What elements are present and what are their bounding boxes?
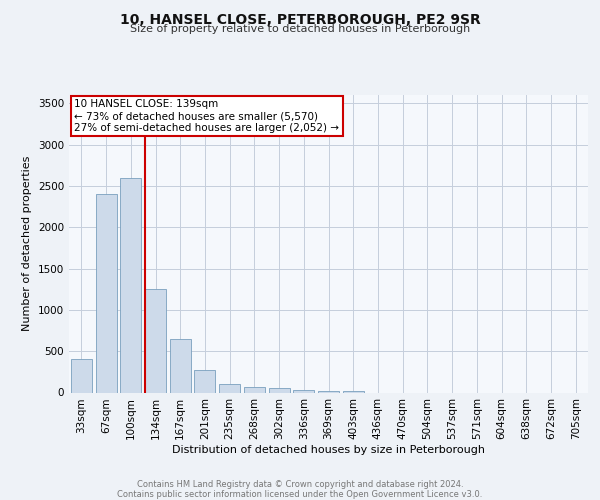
Y-axis label: Number of detached properties: Number of detached properties xyxy=(22,156,32,332)
X-axis label: Distribution of detached houses by size in Peterborough: Distribution of detached houses by size … xyxy=(172,445,485,455)
Bar xyxy=(71,360,92,392)
Bar xyxy=(269,388,290,392)
Text: 10, HANSEL CLOSE, PETERBOROUGH, PE2 9SR: 10, HANSEL CLOSE, PETERBOROUGH, PE2 9SR xyxy=(119,12,481,26)
Text: Contains HM Land Registry data © Crown copyright and database right 2024.
Contai: Contains HM Land Registry data © Crown c… xyxy=(118,480,482,499)
Bar xyxy=(194,370,215,392)
Text: 10 HANSEL CLOSE: 139sqm
← 73% of detached houses are smaller (5,570)
27% of semi: 10 HANSEL CLOSE: 139sqm ← 73% of detache… xyxy=(74,100,339,132)
Bar xyxy=(318,391,339,392)
Bar xyxy=(120,178,141,392)
Bar xyxy=(95,194,116,392)
Bar xyxy=(145,289,166,393)
Bar xyxy=(293,390,314,392)
Text: Size of property relative to detached houses in Peterborough: Size of property relative to detached ho… xyxy=(130,24,470,34)
Bar xyxy=(244,386,265,392)
Bar xyxy=(170,339,191,392)
Bar xyxy=(219,384,240,392)
